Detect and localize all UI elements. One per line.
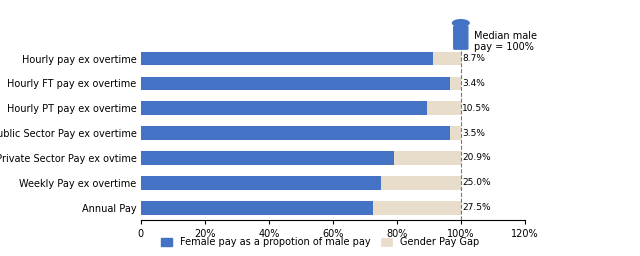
Text: 8.7%: 8.7% xyxy=(462,54,485,63)
Bar xyxy=(141,77,450,90)
Bar xyxy=(372,201,461,215)
Bar xyxy=(428,101,461,115)
Bar xyxy=(433,52,461,65)
Legend: Female pay as a propotion of male pay, Gender Pay Gap: Female pay as a propotion of male pay, G… xyxy=(157,233,483,251)
Bar xyxy=(141,101,428,115)
Text: 3.5%: 3.5% xyxy=(462,129,485,138)
Bar xyxy=(141,176,381,190)
Bar xyxy=(141,151,394,165)
Bar xyxy=(394,151,461,165)
Text: Median male
pay = 100%: Median male pay = 100% xyxy=(474,31,536,52)
Text: 3.4%: 3.4% xyxy=(462,79,485,88)
Bar xyxy=(449,126,461,140)
Bar xyxy=(141,201,372,215)
Text: ⛹: ⛹ xyxy=(460,37,461,38)
Bar xyxy=(141,126,449,140)
Text: 10.5%: 10.5% xyxy=(462,104,491,113)
Text: 20.9%: 20.9% xyxy=(462,154,491,163)
Bar xyxy=(381,176,461,190)
Bar xyxy=(450,77,461,90)
Text: 27.5%: 27.5% xyxy=(462,203,491,212)
Bar xyxy=(141,52,433,65)
Text: 25.0%: 25.0% xyxy=(462,178,491,187)
